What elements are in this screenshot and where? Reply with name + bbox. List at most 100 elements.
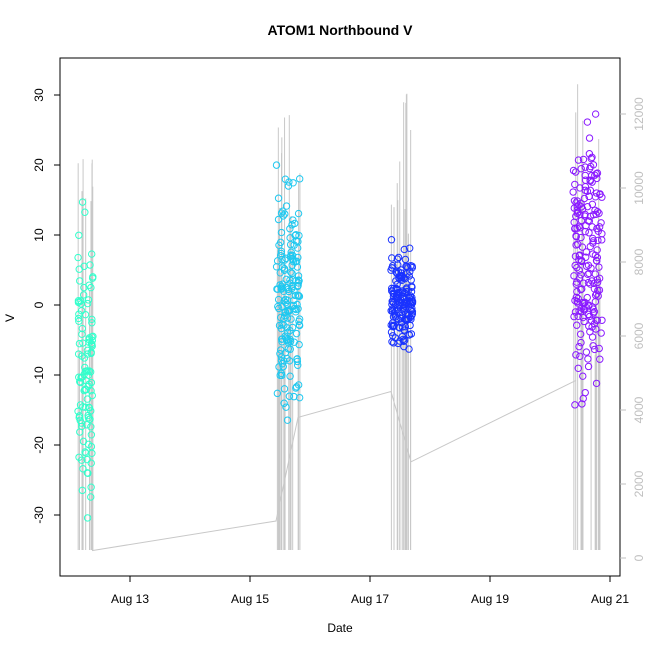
data-point (277, 285, 286, 293)
data-point (590, 345, 599, 354)
data-point (584, 362, 593, 371)
data-point (400, 245, 409, 254)
data-point (387, 236, 396, 244)
data-point (578, 400, 586, 408)
data-point (408, 283, 416, 291)
data-point (295, 321, 304, 329)
data-point (87, 493, 95, 501)
y2-tick-label: 10000 (632, 171, 646, 205)
data-point (279, 207, 287, 215)
data-point (404, 287, 412, 295)
data-point (399, 304, 408, 312)
data-point (84, 469, 92, 477)
data-point (80, 370, 88, 379)
data-point (576, 184, 584, 192)
data-point (581, 212, 589, 220)
data-point (407, 307, 415, 315)
data-point (575, 342, 583, 351)
data-point (573, 203, 582, 211)
data-point (391, 311, 399, 319)
data-point (581, 163, 589, 171)
data-point (84, 296, 93, 304)
data-point (74, 253, 82, 262)
data-point (387, 328, 396, 336)
y-axis-label: V (3, 314, 17, 322)
y2-tick-label: 6000 (632, 322, 646, 349)
data-point (88, 315, 96, 324)
data-point (402, 284, 411, 292)
data-point (83, 421, 91, 429)
data-point (288, 284, 296, 293)
plot-frame (59, 57, 621, 577)
y2-tick-label: 4000 (632, 396, 646, 423)
data-point (584, 270, 592, 279)
data-point (585, 192, 593, 201)
y2-tick-label: 12000 (632, 97, 646, 131)
data-point (586, 177, 595, 185)
data-point (596, 190, 604, 199)
data-point (569, 188, 577, 196)
data-point (584, 278, 593, 287)
data-point (80, 262, 88, 270)
x-tick-label: Aug 13 (111, 592, 149, 606)
data-point (579, 313, 587, 322)
data-point (394, 294, 402, 303)
data-point (595, 223, 604, 231)
data-point (275, 363, 283, 371)
series-segment-2 (272, 161, 304, 424)
data-point (290, 392, 298, 401)
data-point (392, 293, 401, 301)
data-point (597, 329, 605, 337)
y2-tick-label: 8000 (632, 248, 646, 275)
data-point (81, 208, 89, 216)
data-point (577, 165, 585, 173)
data-point (87, 283, 95, 292)
data-point (287, 315, 295, 323)
data-point (286, 234, 294, 242)
data-point (291, 304, 299, 313)
data-point (585, 312, 594, 321)
data-point (583, 293, 591, 302)
data-point (277, 228, 286, 237)
data-point (286, 326, 294, 335)
data-point (391, 307, 400, 315)
data-point (577, 233, 585, 242)
data-point (570, 312, 578, 321)
data-point (579, 155, 588, 164)
data-point (586, 280, 594, 288)
data-point (79, 291, 88, 299)
data-point (288, 269, 296, 277)
data-point (578, 243, 587, 251)
data-point (88, 449, 96, 457)
data-point (277, 209, 286, 217)
data-point (84, 413, 93, 422)
x-tick-label: Aug 17 (351, 592, 389, 606)
data-point (277, 313, 285, 322)
data-point (577, 257, 585, 265)
data-point (393, 306, 401, 314)
data-point (408, 297, 417, 305)
data-point (593, 278, 602, 287)
data-point (593, 253, 602, 262)
data-point (293, 355, 301, 363)
data-point (292, 277, 300, 285)
data-point (581, 176, 590, 184)
data-point (572, 293, 581, 301)
chart-title: ATOM1 Northbound V (268, 22, 414, 38)
y-tick-label: -10 (32, 366, 46, 384)
data-point (575, 307, 583, 315)
data-point (274, 295, 283, 304)
data-point (287, 248, 295, 256)
data-point (81, 448, 89, 456)
data-point (586, 328, 594, 336)
data-point (571, 261, 579, 270)
data-point (581, 388, 589, 397)
data-point (75, 231, 83, 239)
data-point (394, 339, 402, 348)
data-point (405, 244, 414, 252)
data-point (590, 285, 599, 293)
data-point (281, 175, 290, 183)
data-point (281, 256, 289, 264)
series-segment-1 (74, 198, 97, 522)
